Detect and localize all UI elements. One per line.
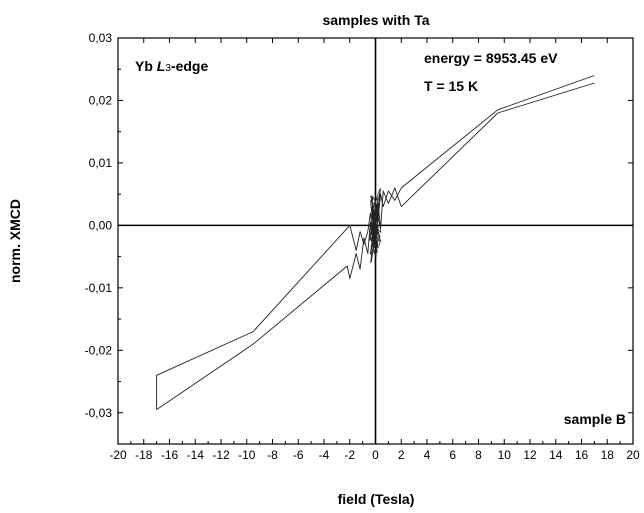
x-tick-label: 18	[601, 448, 615, 462]
x-tick-label: 0	[372, 448, 379, 462]
x-tick-labels: -20 -18 -16 -14 -12 -10 -8 -6 -4 -2 0 2 4 6 8 10 12 14 16 1…	[109, 448, 640, 462]
x-tick-label: -8	[267, 448, 278, 462]
x-tick-label: -12	[212, 448, 230, 462]
chart-title: samples with Ta	[322, 12, 429, 28]
edge-suffix: -edge	[171, 58, 209, 74]
y-tick-label: 0,03	[89, 31, 113, 45]
energy-annotation: energy = 8953.45 eV	[424, 50, 558, 66]
x-tick-label: 14	[549, 448, 563, 462]
y-tick-labels: -0,03 -0,02 -0,01 0,00 0,01 0,02 0,03	[85, 31, 113, 420]
temperature-annotation: T = 15 K	[424, 78, 478, 94]
x-tick-label: 10	[498, 448, 512, 462]
y-axis-label: norm. XMCD	[7, 199, 23, 283]
y-tick-label: 0,01	[89, 156, 113, 170]
edge-prefix: Yb	[135, 58, 157, 74]
x-tick-label: 20	[626, 448, 640, 462]
x-tick-label: -6	[293, 448, 304, 462]
y-tick-label: 0,00	[89, 218, 113, 232]
y-tick-label: -0,01	[85, 281, 113, 295]
x-tick-label: -4	[319, 448, 330, 462]
edge-italic: L	[157, 58, 166, 74]
x-tick-label: 4	[424, 448, 431, 462]
x-tick-label: 2	[398, 448, 405, 462]
x-tick-label: -18	[135, 448, 153, 462]
x-tick-label: -2	[344, 448, 355, 462]
y-tick-label: 0,02	[89, 93, 113, 107]
x-tick-label: 6	[449, 448, 456, 462]
x-tick-label: 16	[575, 448, 589, 462]
x-tick-label: -20	[109, 448, 127, 462]
x-tick-label: 12	[523, 448, 537, 462]
x-tick-label: -16	[161, 448, 179, 462]
x-tick-label: 8	[475, 448, 482, 462]
x-tick-label: -10	[238, 448, 256, 462]
y-tick-label: -0,03	[85, 406, 113, 420]
y-tick-label: -0,02	[85, 343, 113, 357]
edge-annotation: Yb L3-edge	[135, 58, 208, 74]
x-tick-label: -14	[187, 448, 205, 462]
sample-annotation: sample B	[564, 411, 626, 427]
x-axis-label: field (Tesla)	[338, 491, 415, 507]
